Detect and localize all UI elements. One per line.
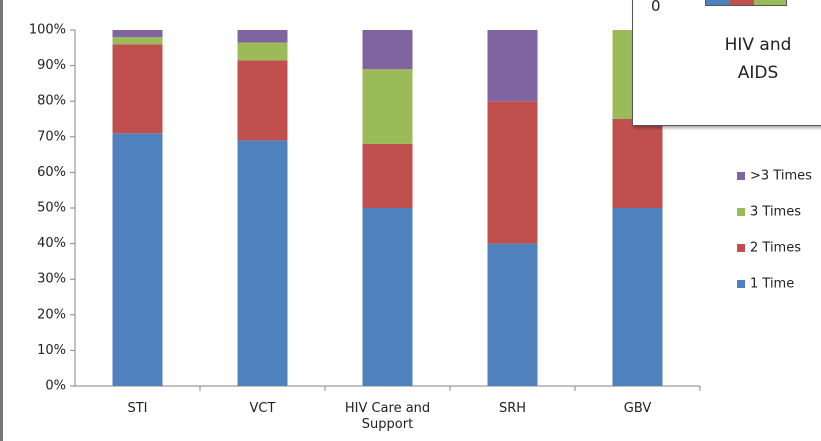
bar-segment xyxy=(487,243,538,386)
bar-segment xyxy=(112,44,163,134)
y-tick-label: 50% xyxy=(37,201,66,216)
legend-label: 2 Times xyxy=(750,241,801,256)
x-tick-label: STI xyxy=(127,401,148,416)
legend-swatch xyxy=(737,280,745,288)
bar-segment xyxy=(237,42,288,61)
x-tick-label: SRH xyxy=(498,401,527,416)
legend-label: 1 Time xyxy=(750,277,794,292)
bar-segment xyxy=(362,30,413,70)
y-tick-label: 40% xyxy=(37,236,66,251)
bar-segment xyxy=(612,208,663,386)
popup-bar xyxy=(705,0,787,6)
bar-segment xyxy=(237,140,288,386)
y-tick-label: 20% xyxy=(37,307,66,322)
bar-segment xyxy=(237,60,288,141)
bar-segment xyxy=(612,119,663,208)
bar-segment xyxy=(362,208,413,386)
y-tick-label: 30% xyxy=(37,272,66,287)
legend-swatch xyxy=(737,172,745,180)
popup-line: AIDS xyxy=(737,63,779,83)
bar-segment xyxy=(487,30,538,102)
bar-segment xyxy=(112,30,163,38)
bar-segment xyxy=(237,30,288,43)
bar-segment xyxy=(112,37,163,45)
legend-label: >3 Times xyxy=(750,169,812,184)
legend-swatch xyxy=(737,208,745,216)
y-tick-label: 100% xyxy=(29,23,66,38)
x-tick-label: VCT xyxy=(249,401,276,416)
bar-segment xyxy=(112,133,163,386)
y-tick-label: 80% xyxy=(37,94,66,109)
y-tick-label: 0% xyxy=(45,379,66,394)
popup-axis-label: 0 xyxy=(651,0,661,15)
y-tick-label: 70% xyxy=(37,129,66,144)
x-tick-label: GBV xyxy=(623,401,652,416)
popup-line: HIV and xyxy=(724,35,792,55)
window-border xyxy=(0,0,3,441)
y-tick-label: 90% xyxy=(37,58,66,73)
bar-segment xyxy=(362,143,413,208)
bar-segment xyxy=(362,69,413,144)
y-tick-label: 10% xyxy=(37,343,66,358)
legend-label: 3 Times xyxy=(750,205,801,220)
y-tick-label: 60% xyxy=(37,165,66,180)
x-tick-label: HIV Care and Support xyxy=(344,401,431,432)
legend-swatch xyxy=(737,244,745,252)
bar-segment xyxy=(487,101,538,244)
tooltip-popup: 0 HIV and AIDS xyxy=(632,0,821,126)
